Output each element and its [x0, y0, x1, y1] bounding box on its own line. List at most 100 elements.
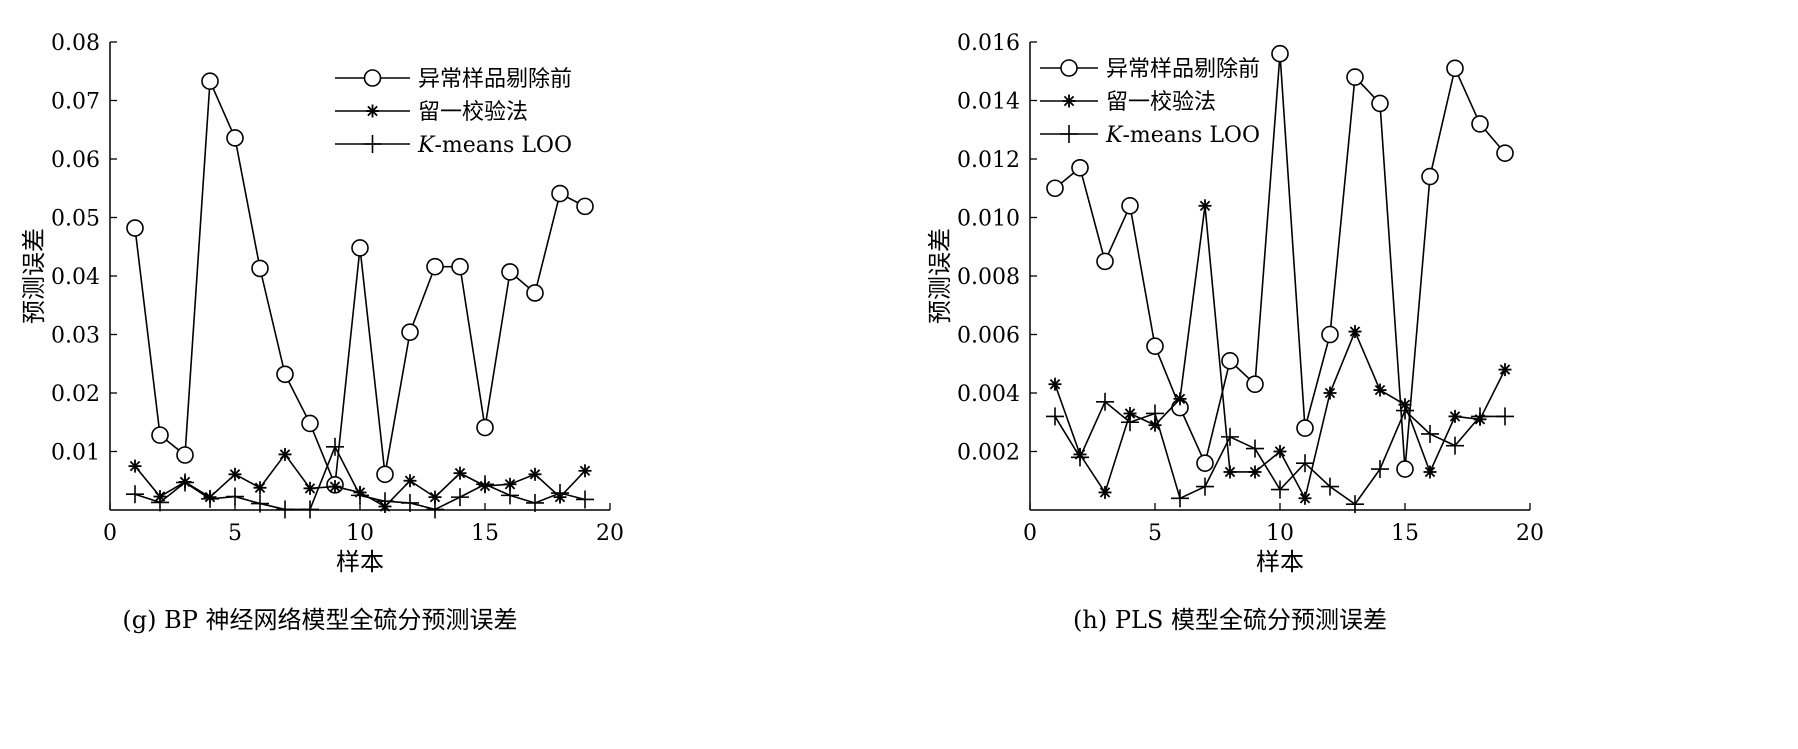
x-tick-label: 5	[1148, 521, 1162, 546]
data-point-circle-shape	[1396, 460, 1414, 478]
data-point-star-stroke	[1049, 378, 1061, 390]
data-point-star	[428, 490, 442, 504]
data-point-star	[328, 480, 342, 494]
x-tick-label: 10	[346, 521, 374, 546]
data-point-circle	[476, 418, 494, 437]
data-point-star	[128, 459, 142, 473]
data-point-plus	[1071, 448, 1089, 467]
data-point-star-stroke	[1374, 384, 1386, 396]
data-point-star-stroke	[254, 482, 266, 494]
data-point-star	[403, 474, 417, 488]
data-point-plus	[1371, 460, 1389, 479]
data-point-circle	[1071, 158, 1089, 177]
y-tick-label: 0.010	[957, 207, 1020, 232]
data-point-plus	[1296, 454, 1314, 473]
data-point-star-stroke	[429, 491, 441, 503]
data-point-circle-shape	[276, 365, 294, 384]
data-point-plus	[1271, 480, 1289, 499]
x-axis-title: 样本	[1256, 548, 1304, 576]
data-point-star	[1498, 363, 1512, 377]
data-point-circle-shape	[351, 239, 369, 257]
y-tick-label: 0.04	[51, 265, 100, 290]
data-point-circle-shape	[151, 426, 169, 444]
data-point-star-stroke	[329, 481, 341, 492]
data-point-plus	[1121, 413, 1139, 432]
y-tick-label: 0.05	[51, 207, 100, 232]
legend-marker-plus	[1060, 125, 1078, 143]
data-point-circle-shape	[1446, 59, 1464, 78]
data-point-circle	[251, 259, 269, 278]
data-point-circle-shape	[476, 418, 494, 437]
data-point-plus	[526, 493, 544, 512]
data-point-circle	[1296, 419, 1314, 437]
legend-marker-star	[1062, 94, 1076, 108]
data-point-plus	[1321, 477, 1339, 496]
y-tick-label: 0.016	[957, 31, 1020, 56]
data-point-circle	[1146, 337, 1164, 356]
data-point-star	[1373, 383, 1387, 397]
data-point-circle-shape	[1296, 419, 1314, 437]
data-point-circle-shape	[1321, 325, 1339, 344]
data-point-circle-shape	[551, 184, 569, 203]
data-point-circle	[1196, 454, 1214, 473]
x-tick-label: 15	[1391, 521, 1419, 546]
x-tick-label: 20	[1516, 521, 1544, 546]
data-point-star	[303, 481, 317, 495]
data-point-star-stroke	[1274, 446, 1286, 457]
y-tick-label: 0.06	[51, 148, 100, 173]
data-point-circle-shape	[1496, 144, 1514, 162]
data-point-circle-shape	[301, 414, 319, 433]
data-point-circle	[1471, 115, 1489, 133]
data-point-circle	[1321, 325, 1339, 344]
data-point-star-stroke	[1424, 466, 1436, 478]
data-point-circle-shape	[201, 72, 219, 90]
data-point-plus	[1146, 404, 1164, 423]
data-point-circle	[551, 184, 569, 203]
data-point-circle	[176, 446, 194, 464]
data-point-star-stroke	[1199, 200, 1211, 212]
data-point-star-stroke	[129, 460, 141, 472]
data-point-star	[528, 467, 542, 481]
data-point-circle-shape	[1271, 44, 1289, 63]
data-point-plus	[476, 475, 494, 494]
data-point-plus	[451, 488, 469, 507]
data-point-circle-shape	[1246, 375, 1264, 394]
legend-marker-circle-shape	[363, 69, 382, 87]
data-point-star-stroke	[1299, 493, 1311, 504]
y-tick-label: 0.01	[51, 441, 100, 466]
data-point-circle	[276, 365, 294, 384]
data-point-circle	[401, 323, 419, 341]
data-point-star-stroke	[279, 449, 291, 460]
y-tick-label: 0.012	[957, 148, 1020, 173]
legend-marker-star	[366, 104, 379, 118]
data-point-star	[453, 466, 467, 480]
data-point-plus	[326, 437, 344, 456]
data-point-circle	[376, 465, 394, 484]
y-tick-label: 0.008	[957, 265, 1020, 290]
data-point-plus	[1396, 401, 1414, 420]
data-point-circle-shape	[1346, 68, 1364, 86]
data-point-plus	[1096, 392, 1114, 411]
y-tick-label: 0.014	[957, 90, 1020, 115]
data-point-plus	[1221, 427, 1239, 446]
data-point-star-stroke	[529, 469, 541, 480]
data-point-plus	[351, 486, 369, 505]
data-point-circle	[1121, 197, 1139, 215]
data-point-plus	[226, 487, 244, 506]
legend-marker-circle	[1060, 59, 1078, 77]
data-point-circle	[301, 414, 319, 433]
data-point-circle-shape	[126, 219, 144, 237]
data-point-star	[1098, 485, 1112, 499]
data-point-circle	[126, 219, 144, 237]
data-point-star-stroke	[1449, 411, 1461, 422]
data-point-plus	[501, 486, 519, 505]
data-point-star-stroke	[1224, 466, 1236, 478]
data-point-circle-shape	[176, 446, 194, 464]
data-point-plus	[1471, 407, 1489, 426]
data-point-circle	[1421, 167, 1439, 186]
y-tick-label: 0.002	[957, 441, 1020, 466]
y-tick-label: 0.004	[957, 382, 1020, 407]
legend-label: 留一校验法	[1106, 90, 1216, 115]
figure-caption: (g) BP 神经网络模型全硫分预测误差	[122, 606, 517, 634]
data-point-circle	[451, 257, 469, 276]
